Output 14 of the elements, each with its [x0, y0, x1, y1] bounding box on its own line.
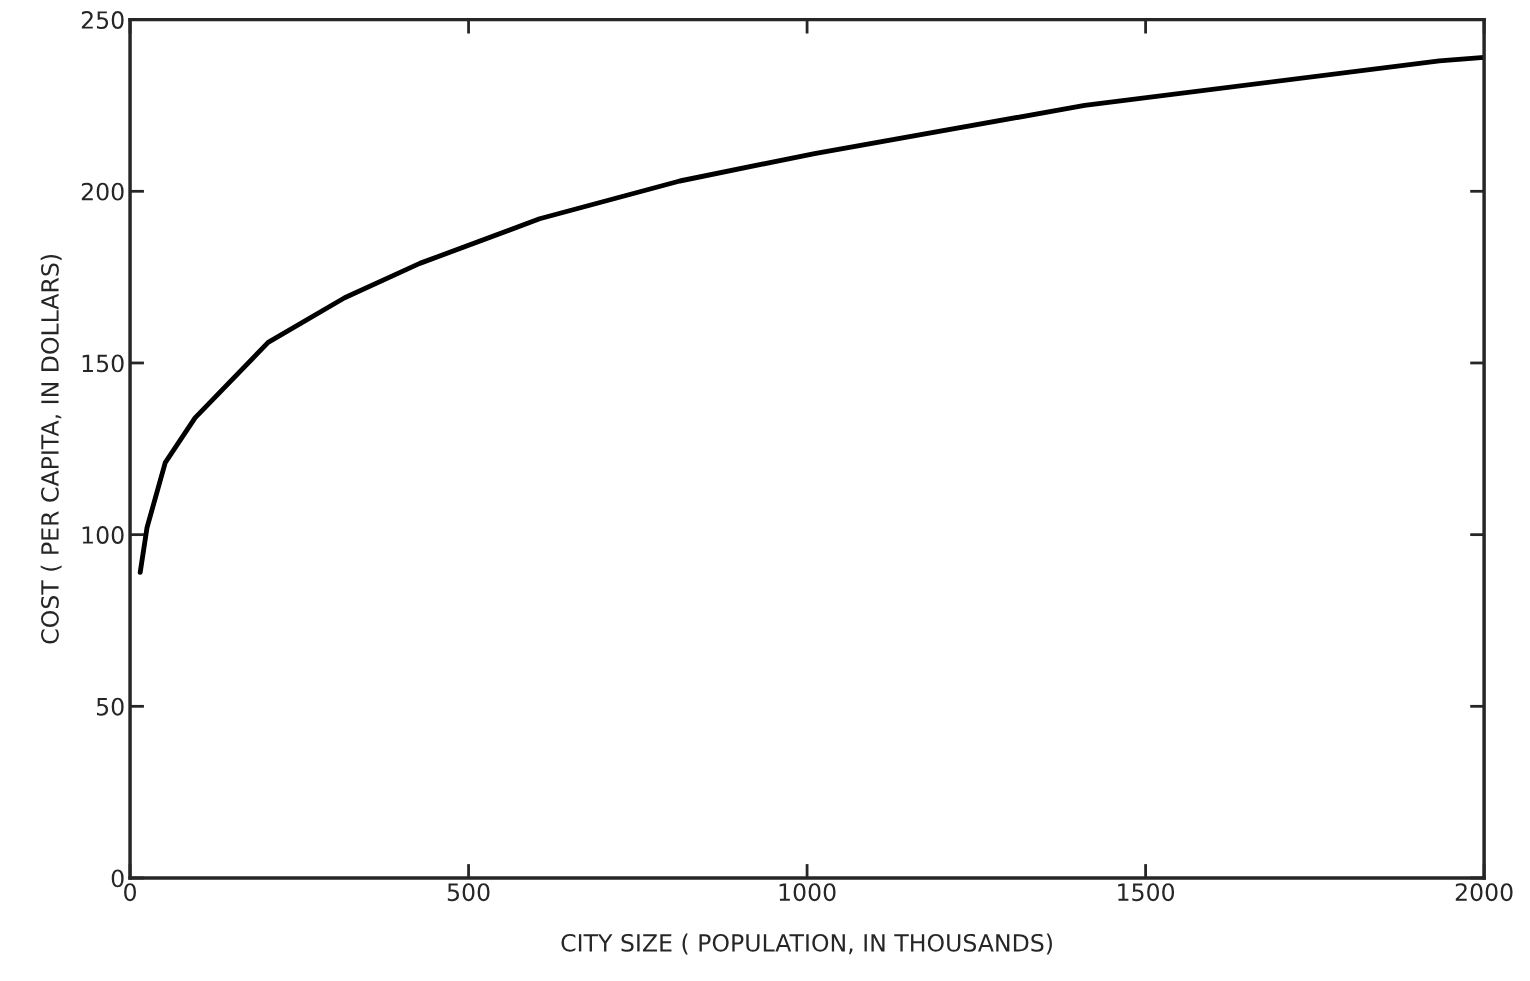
y-tick-label: 100: [82, 526, 124, 544]
x-tick-label: 1000: [779, 883, 836, 902]
x-tick-label: 2000: [1455, 883, 1513, 902]
y-tick-label: 0: [111, 869, 124, 888]
y-tick-label: 150: [82, 354, 124, 373]
line-series: [137, 54, 1485, 575]
x-axis-title: CITY SIZE ( POPULATION, IN THOUSANDS): [561, 933, 1052, 955]
y-axis-title: COST ( PER CAPITA, IN DOLLARS): [40, 254, 62, 644]
y-tick-label: 250: [81, 11, 124, 29]
y-tick-label: 50: [96, 697, 124, 716]
x-tick-label: 500: [447, 883, 490, 902]
y-tick-label: 200: [81, 182, 124, 201]
x-tick-label: 0: [124, 883, 136, 902]
x-tick-label: 1500: [1118, 883, 1175, 902]
